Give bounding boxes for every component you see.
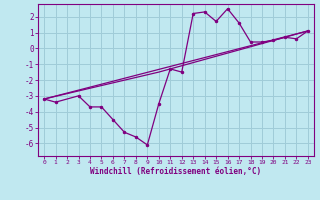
X-axis label: Windchill (Refroidissement éolien,°C): Windchill (Refroidissement éolien,°C): [91, 167, 261, 176]
